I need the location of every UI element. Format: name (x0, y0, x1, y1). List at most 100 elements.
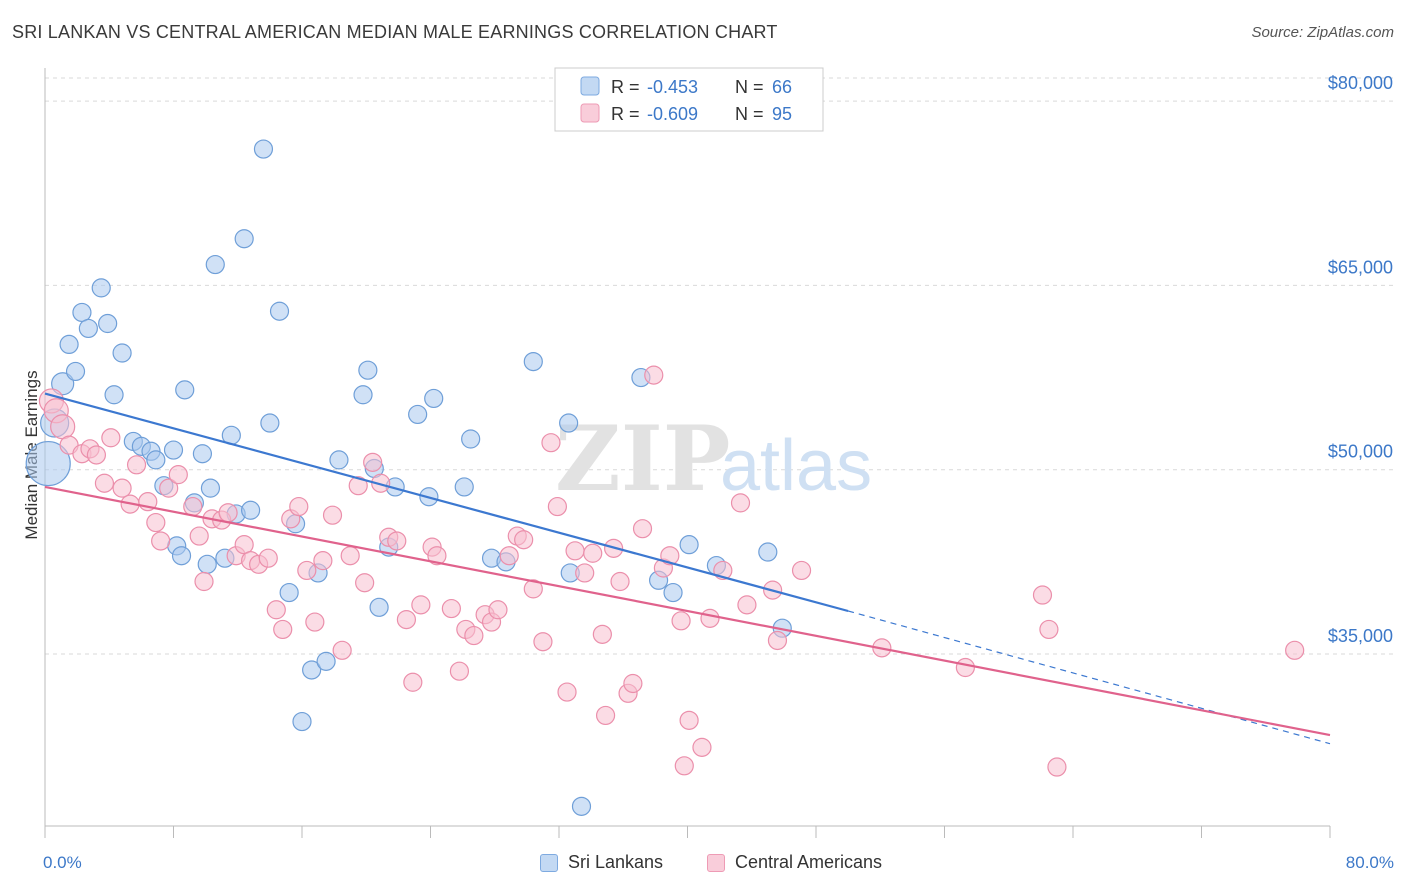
central-americans-point (126, 455, 147, 475)
central-americans-point (671, 611, 691, 631)
central-americans-point (403, 672, 423, 692)
central-americans-point (541, 433, 561, 453)
sri-lankans-point (663, 582, 683, 603)
central-americans-point (151, 531, 171, 551)
sri-lankans-point (253, 139, 274, 159)
sri-lankans-trendline (44, 392, 849, 613)
central-americans-point (168, 465, 188, 485)
central-americans-point (583, 543, 603, 563)
legend-swatch-sri-lankans (580, 76, 600, 96)
sri-lankans-point (192, 444, 213, 464)
central-americans-point (86, 445, 107, 465)
central-americans-point (737, 595, 757, 615)
source-label: Source: ZipAtlas.com (1251, 24, 1394, 41)
central-americans-point (348, 476, 368, 496)
central-americans-point (387, 531, 407, 551)
watermark-atlas: atlas (720, 426, 872, 506)
central-americans-point (371, 473, 391, 493)
legend-label-sri-lankans: Sri Lankans (568, 852, 664, 872)
legend-frame (554, 67, 824, 132)
sri-lankans-point (758, 542, 778, 562)
sri-lankans-point (292, 711, 312, 732)
central-americans-point (322, 505, 343, 525)
sri-lankans-point (260, 413, 280, 433)
sri-lankans-point (241, 500, 261, 520)
legend-n-value-2: 95 (772, 104, 792, 124)
central-americans-point (547, 496, 567, 517)
sri-lankans-point (91, 278, 111, 298)
central-americans-point (411, 595, 431, 615)
sri-lankans-point (72, 302, 92, 323)
central-americans-point (313, 551, 333, 571)
legend-item-central-americans: Central Americans (707, 852, 882, 873)
central-americans-point (146, 512, 166, 533)
central-americans-point (514, 530, 534, 550)
central-americans-point (575, 563, 595, 583)
central-americans-point (297, 560, 317, 581)
central-americans-point (305, 612, 325, 632)
sri-lankans-point (78, 318, 98, 339)
central-americans-point (557, 682, 577, 702)
sri-lankans-point (65, 361, 86, 382)
points-layer (25, 139, 1305, 816)
sri-lankans-point (59, 334, 79, 354)
central-americans-point (523, 579, 543, 599)
legend-r-label-2: R = (611, 104, 640, 124)
sri-lankans-point (112, 343, 132, 363)
central-americans-point (767, 630, 788, 651)
central-americans-point (488, 600, 508, 620)
legend-r-value-1: -0.453 (647, 77, 698, 97)
central-americans-point (258, 548, 278, 568)
sri-lankans-point (571, 796, 592, 816)
sri-lankans-point (171, 546, 192, 566)
sri-lankans-point (104, 385, 124, 405)
y-tick-label: $65,000 (1328, 257, 1393, 277)
sri-lankans-point (197, 554, 217, 574)
sri-lankans-point (302, 660, 322, 680)
central-americans-point (332, 640, 352, 660)
sri-lankans-point (163, 440, 184, 460)
y-tick-label: $35,000 (1328, 626, 1393, 646)
central-americans-point (194, 571, 214, 592)
x-tick-min: 0.0% (43, 853, 82, 872)
sri-lankans-point (200, 478, 221, 498)
central-americans-point (266, 600, 286, 620)
sri-lankans-point (316, 651, 336, 671)
central-americans-point (159, 478, 179, 498)
central-americans-point (340, 546, 360, 566)
sri-lankans-point (461, 429, 481, 449)
sri-lankans-point (369, 597, 389, 617)
central-americans-point (644, 365, 664, 385)
central-americans-point (441, 598, 461, 619)
central-americans-point (700, 608, 720, 628)
sri-lankans-point (234, 229, 254, 249)
sri-lankans-point (205, 254, 225, 275)
sri-lankans-point (424, 388, 444, 409)
central-americans-point (955, 657, 975, 678)
legend-label-central-americans: Central Americans (735, 852, 883, 872)
sri-lankans-point (175, 380, 195, 400)
legend-box: R = -0.453 N = 66 R = -0.609 N = 95 (554, 67, 824, 132)
central-americans-point (218, 503, 238, 523)
central-americans-point (112, 478, 132, 498)
legend-n-label-1: N = (735, 77, 764, 97)
central-americans-point (730, 493, 751, 513)
sri-lankans-point (329, 450, 349, 470)
sri-lankans-point (454, 477, 474, 497)
central-americans-point (565, 541, 585, 561)
central-americans-point (289, 496, 309, 517)
central-americans-point (273, 619, 293, 640)
central-americans-point (101, 428, 121, 448)
sri-lankans-point (408, 404, 428, 425)
y-tick-label: $50,000 (1328, 442, 1393, 462)
y-tick-label: $80,000 (1328, 73, 1393, 93)
legend-item-sri-lankans: Sri Lankans (540, 852, 663, 873)
x-tick-max: 80.0% (1345, 853, 1394, 872)
chart-title: SRI LANKAN VS CENTRAL AMERICAN MEDIAN MA… (12, 22, 778, 42)
central-americans-point (632, 519, 653, 539)
legend-r-label-1: R = (611, 77, 640, 97)
central-americans-point (464, 625, 484, 646)
central-americans-point (1047, 757, 1067, 777)
sri-lankans-point (98, 313, 118, 334)
